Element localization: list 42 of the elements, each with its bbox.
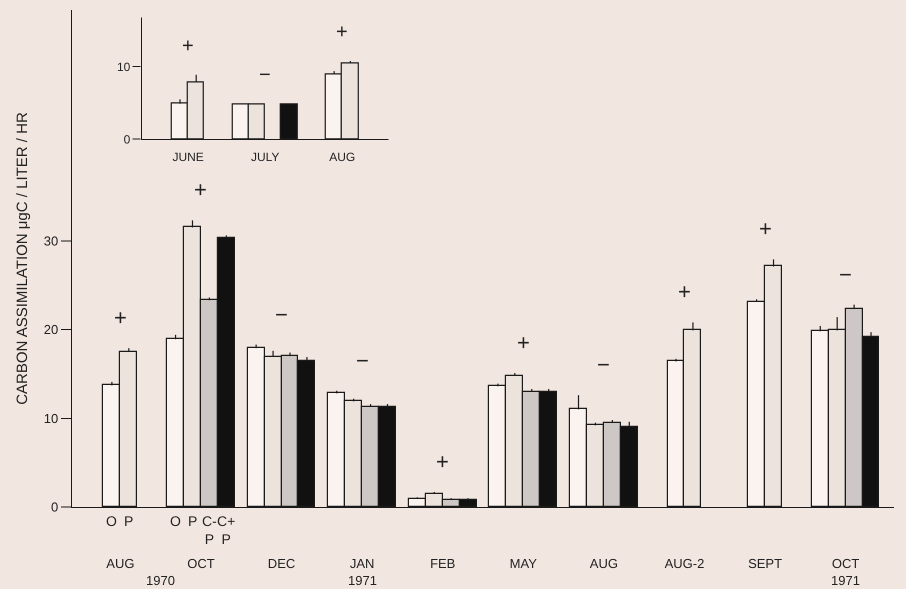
x-tick-label: AUG (329, 150, 356, 164)
annotation: + (759, 216, 772, 241)
text: 1970 (146, 573, 175, 588)
y-tick-label: 30 (44, 233, 58, 248)
annotation: − (597, 352, 610, 377)
text: 1971 (831, 573, 860, 588)
annotation: − (356, 348, 369, 373)
x-tick-label: JAN (350, 556, 374, 571)
annotation: − (839, 262, 852, 287)
text: P (188, 513, 198, 529)
x-tick-label: AUG (106, 556, 134, 571)
x-tick-label: SEPT (748, 556, 782, 571)
annotation: − (259, 64, 271, 86)
x-tick-label: MAY (510, 556, 538, 571)
x-tick-label: FEB (430, 556, 456, 571)
y-tick-label: 0 (51, 500, 58, 515)
annotation: − (275, 302, 288, 327)
text: O (170, 513, 181, 529)
text: O (106, 513, 117, 529)
y-tick-label: 0 (124, 132, 131, 146)
y-axis-title: CARBON ASSIMILATION μgC / LITER / HR (14, 112, 32, 405)
text: C- P (202, 513, 218, 548)
text: C+ P (217, 513, 236, 548)
x-tick-label: OCT (187, 556, 215, 571)
x-tick-label: JULY (250, 150, 280, 164)
annotation: + (194, 177, 207, 202)
y-tick-label: 20 (44, 322, 58, 338)
x-tick-label: AUG (590, 556, 618, 571)
x-tick-label: OCT (832, 556, 860, 571)
x-tick-label: AUG-2 (664, 556, 704, 571)
x-tick-label: DEC (268, 556, 296, 571)
annotation: + (336, 21, 348, 43)
annotation: + (182, 35, 194, 57)
text: P (124, 513, 134, 529)
annotation: + (678, 279, 691, 304)
annotation: + (114, 305, 127, 330)
y-tick-label: 10 (116, 60, 131, 74)
x-tick-label: JUNE (172, 150, 204, 164)
annotation: + (436, 449, 449, 474)
y-tick-label: 10 (44, 410, 58, 426)
text: 1971 (348, 573, 377, 588)
annotation: + (517, 330, 530, 355)
